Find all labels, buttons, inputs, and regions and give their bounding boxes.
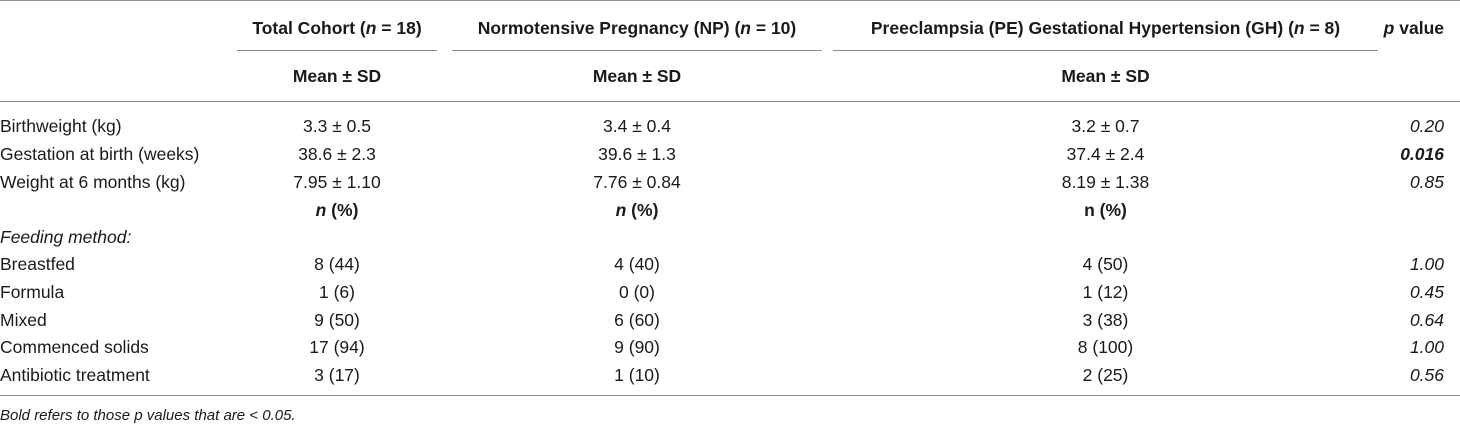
cell-pe-birthweight: 3.2 ± 0.7: [1071, 116, 1140, 136]
table-bottom-rule: [0, 395, 1460, 396]
header-normotensive: Normotensive Pregnancy (NP) (n = 10): [477, 18, 797, 38]
cell-p-gestation: 0.016: [1400, 144, 1444, 164]
cell-np-antibiotic: 1 (10): [614, 365, 660, 385]
cell-total-formula: 1 (6): [319, 282, 355, 302]
cell-np-gestation: 39.6 ± 1.3: [598, 144, 676, 164]
subheader-n-pct-np: n (%): [615, 200, 659, 220]
cell-np-solids: 9 (90): [614, 337, 660, 357]
subheader-mean-sd-total: Mean ± SD: [292, 66, 382, 86]
table-top-rule: [0, 0, 1460, 1]
cell-pe-breastfed: 4 (50): [1082, 254, 1129, 274]
header-p-value: p value: [1383, 18, 1444, 38]
subheader-mean-sd-pe: Mean ± SD: [1061, 66, 1150, 86]
cell-total-breastfed: 8 (44): [314, 254, 360, 274]
header-rule-total: [237, 50, 437, 51]
table-footnote: Bold refers to those p values that are <…: [0, 407, 296, 424]
header-rule-pe: [833, 50, 1378, 51]
cell-np-mixed: 6 (60): [614, 310, 660, 330]
row-label-gestation: Gestation at birth (weeks): [0, 144, 200, 164]
cell-p-antibiotic: 0.56: [1409, 365, 1444, 385]
header-bottom-rule: [0, 101, 1460, 102]
cell-pe-mixed: 3 (38): [1082, 310, 1129, 330]
section-label-feeding: Feeding method:: [0, 227, 132, 247]
row-label-antibiotic: Antibiotic treatment: [0, 365, 150, 385]
cell-pe-formula: 1 (12): [1082, 282, 1129, 302]
cell-total-solids: 17 (94): [309, 337, 365, 357]
cell-total-birthweight: 3.3 ± 0.5: [303, 116, 371, 136]
cell-pe-solids: 8 (100): [1077, 337, 1134, 357]
header-preeclampsia: Preeclampsia (PE) Gestational Hypertensi…: [870, 18, 1341, 38]
row-label-weight-6mo: Weight at 6 months (kg): [0, 172, 186, 192]
cell-total-gestation: 38.6 ± 2.3: [298, 144, 376, 164]
cell-np-weight-6mo: 7.76 ± 0.84: [593, 172, 681, 192]
cell-total-weight-6mo: 7.95 ± 1.10: [293, 172, 381, 192]
cell-p-birthweight: 0.20: [1409, 116, 1444, 136]
cell-pe-gestation: 37.4 ± 2.4: [1066, 144, 1145, 164]
cell-np-birthweight: 3.4 ± 0.4: [603, 116, 671, 136]
cell-p-breastfed: 1.00: [1409, 254, 1444, 274]
header-total-cohort: Total Cohort (n = 18): [252, 18, 422, 38]
cell-pe-weight-6mo: 8.19 ± 1.38: [1061, 172, 1150, 192]
cell-p-mixed: 0.64: [1409, 310, 1444, 330]
subheader-n-pct-pe: n (%): [1084, 200, 1127, 220]
cell-p-formula: 0.45: [1409, 282, 1444, 302]
row-label-solids: Commenced solids: [0, 337, 149, 357]
cell-total-antibiotic: 3 (17): [314, 365, 360, 385]
cell-p-weight-6mo: 0.85: [1409, 172, 1444, 192]
row-label-mixed: Mixed: [0, 310, 47, 330]
subheader-mean-sd-np: Mean ± SD: [592, 66, 682, 86]
subheader-n-pct-total: n (%): [315, 200, 359, 220]
cell-total-mixed: 9 (50): [314, 310, 360, 330]
header-rule-np: [452, 50, 822, 51]
row-label-birthweight: Birthweight (kg): [0, 116, 122, 136]
cell-np-formula: 0 (0): [619, 282, 655, 302]
row-label-formula: Formula: [0, 282, 65, 302]
cell-np-breastfed: 4 (40): [614, 254, 660, 274]
row-label-breastfed: Breastfed: [0, 254, 75, 274]
cell-p-solids: 1.00: [1409, 337, 1444, 357]
cell-pe-antibiotic: 2 (25): [1082, 365, 1129, 385]
